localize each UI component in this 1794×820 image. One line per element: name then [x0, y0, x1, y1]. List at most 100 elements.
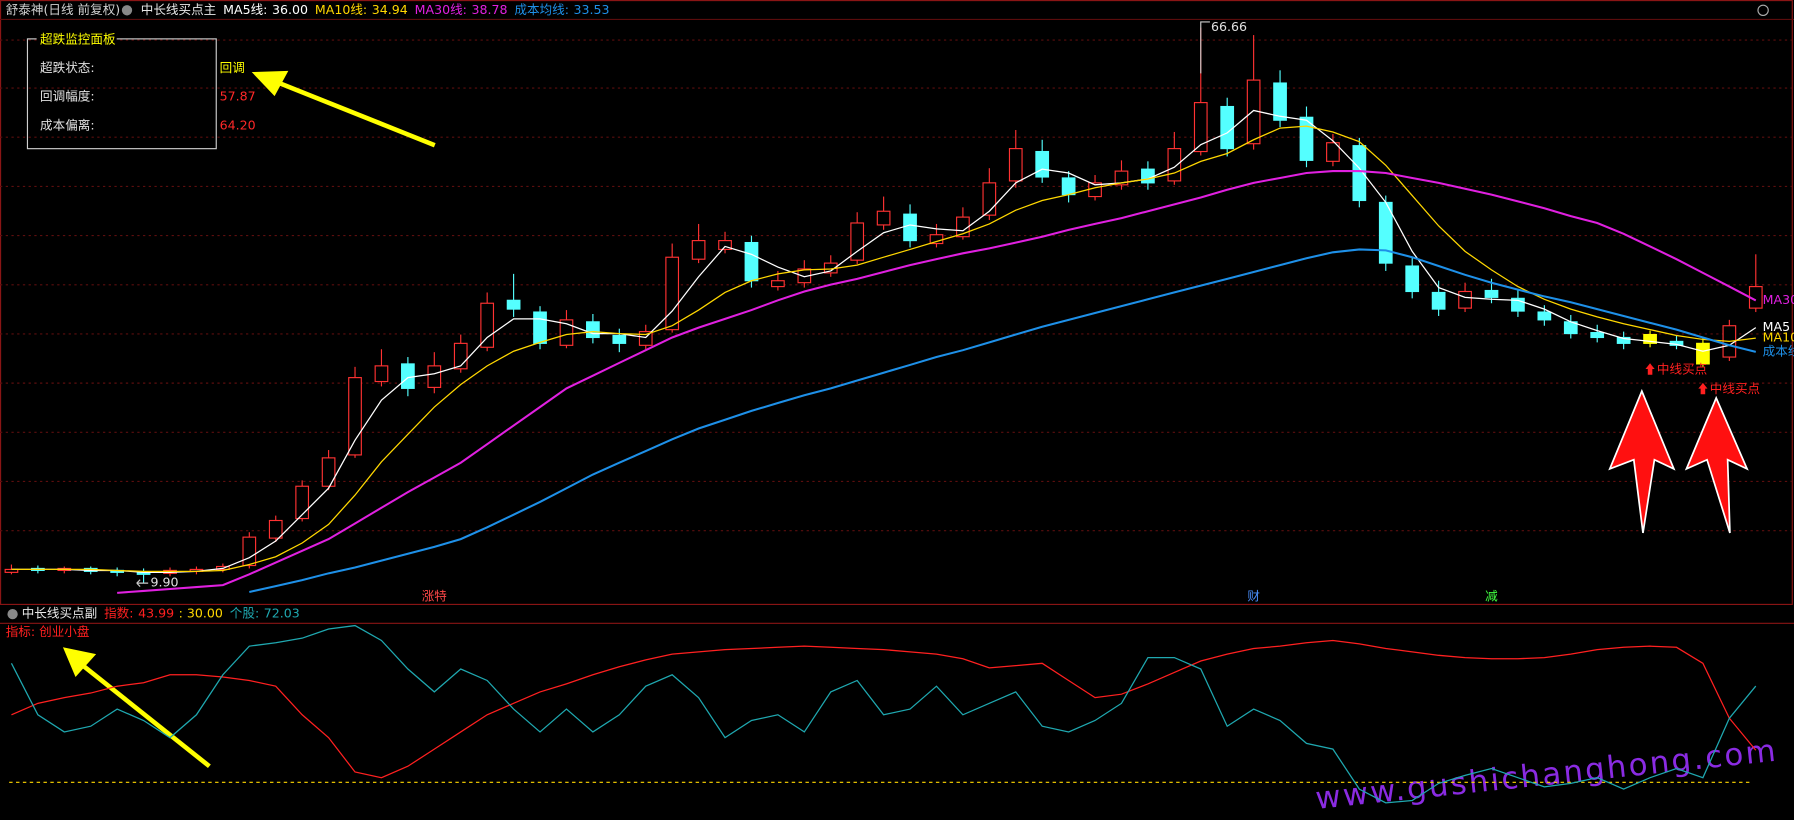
candle-body — [744, 241, 759, 282]
panel-box — [26, 38, 217, 150]
pointer-arrow-head — [251, 70, 289, 97]
candle-body — [771, 280, 785, 288]
candle-body — [586, 321, 600, 339]
line-end-label: 成本线 — [1763, 343, 1794, 358]
legend-value: 38.78 — [472, 2, 508, 17]
legend-value: 36.00 — [272, 2, 308, 17]
level-label: : 30.00 — [179, 606, 223, 621]
sub-menu-icon[interactable] — [7, 608, 18, 620]
candle-body — [1616, 336, 1631, 344]
event-marker: 涨特 — [422, 588, 448, 603]
candle-body — [1643, 333, 1657, 344]
legend-name: 指数: — [104, 606, 133, 621]
candle-body — [1484, 289, 1499, 298]
legend-value: 34.94 — [372, 2, 408, 17]
candle-body — [1114, 170, 1129, 186]
indicator-name: 中长线买点主 — [141, 2, 216, 17]
candle-body — [295, 485, 310, 520]
candle-body — [982, 182, 997, 216]
low-label: 9.90 — [150, 575, 178, 590]
grid — [0, 39, 1792, 532]
candle-body — [480, 302, 495, 348]
indicator-line — [11, 639, 1757, 779]
panel-value: 57.87 — [220, 89, 256, 104]
line-end-label: MA30 — [1763, 292, 1794, 307]
ma-line — [11, 125, 1756, 572]
pointer-arrow-head — [62, 647, 97, 678]
candle-body — [242, 536, 257, 567]
candle-body — [1193, 102, 1208, 153]
signal-icon — [1698, 382, 1708, 395]
pointer-arrow — [78, 661, 211, 769]
high-marker — [1200, 21, 1210, 74]
panel-value: 回调 — [220, 60, 245, 75]
pointer-arrow — [279, 81, 436, 148]
candle-body — [1273, 82, 1287, 121]
candle-body — [427, 365, 442, 388]
candle-body — [559, 319, 574, 346]
candle-body — [1696, 342, 1710, 365]
chart-title: 舒泰神(日线 前复权) — [6, 2, 120, 17]
sub-title: 中长线买点副 — [22, 606, 97, 621]
candle-body — [1008, 148, 1023, 182]
candle-body — [1167, 148, 1182, 182]
candle-body — [348, 377, 362, 456]
panel-label: 回调幅度: — [40, 89, 95, 104]
candle-body — [718, 240, 732, 250]
panel-title-bg — [36, 33, 117, 47]
legend-name: 成本均线: — [514, 2, 569, 17]
settings-icon[interactable] — [1757, 4, 1769, 17]
candle-body — [1299, 116, 1314, 161]
panel-title: 超跌监控面板 — [40, 32, 116, 47]
candle-body — [1035, 150, 1050, 178]
candle-body — [1141, 168, 1155, 184]
legend-value: 72.03 — [264, 606, 300, 621]
candle-body — [1220, 105, 1235, 150]
big-arrow — [1608, 388, 1676, 534]
high-label: 66.66 — [1211, 19, 1247, 34]
candle-body — [1326, 142, 1340, 162]
candle-body — [1405, 265, 1420, 293]
legend-name: MA5线: — [223, 2, 267, 17]
panel-value: 64.20 — [220, 117, 256, 132]
plot — [4, 27, 1763, 594]
candle-body — [268, 519, 283, 539]
ma-line — [11, 109, 1757, 574]
main-frame — [0, 0, 1793, 605]
candle-body — [321, 457, 336, 487]
legend-name: MA10线: — [315, 2, 367, 17]
candle-body — [374, 365, 389, 383]
legend-name: MA30线: — [415, 2, 467, 17]
legend-value: 33.53 — [574, 2, 610, 17]
candle-body — [1537, 311, 1552, 321]
candle-body — [1061, 177, 1076, 196]
low-marker — [136, 579, 149, 587]
signal-icon — [1645, 363, 1655, 375]
signal-label: 中线买点 — [1710, 381, 1760, 396]
event-marker: 财 — [1247, 588, 1260, 603]
candle-body — [876, 210, 891, 226]
candle-body — [506, 299, 521, 310]
signal-label: 中线买点 — [1657, 362, 1707, 377]
candle-body — [1352, 145, 1367, 202]
ma-line — [117, 170, 1757, 594]
line-end-label: MA10 — [1763, 330, 1794, 345]
candle-body — [665, 256, 680, 331]
legend-value: 43.99 — [138, 606, 174, 621]
candle-body — [533, 311, 547, 344]
candle-body — [850, 222, 865, 261]
legend-name: 个股: — [230, 606, 259, 621]
menu-icon[interactable] — [121, 5, 133, 16]
candle-body — [401, 363, 415, 389]
big-arrow — [1684, 395, 1749, 534]
event-marker: 减 — [1485, 588, 1498, 603]
ma-line — [249, 248, 1757, 593]
sub-subtitle: 指标: 创业小盘 — [6, 624, 90, 639]
panel-label: 成本偏离: — [40, 117, 95, 132]
candle-body — [691, 240, 706, 260]
candle-body — [1458, 290, 1472, 309]
panel-label: 超跌状态: — [40, 60, 95, 75]
